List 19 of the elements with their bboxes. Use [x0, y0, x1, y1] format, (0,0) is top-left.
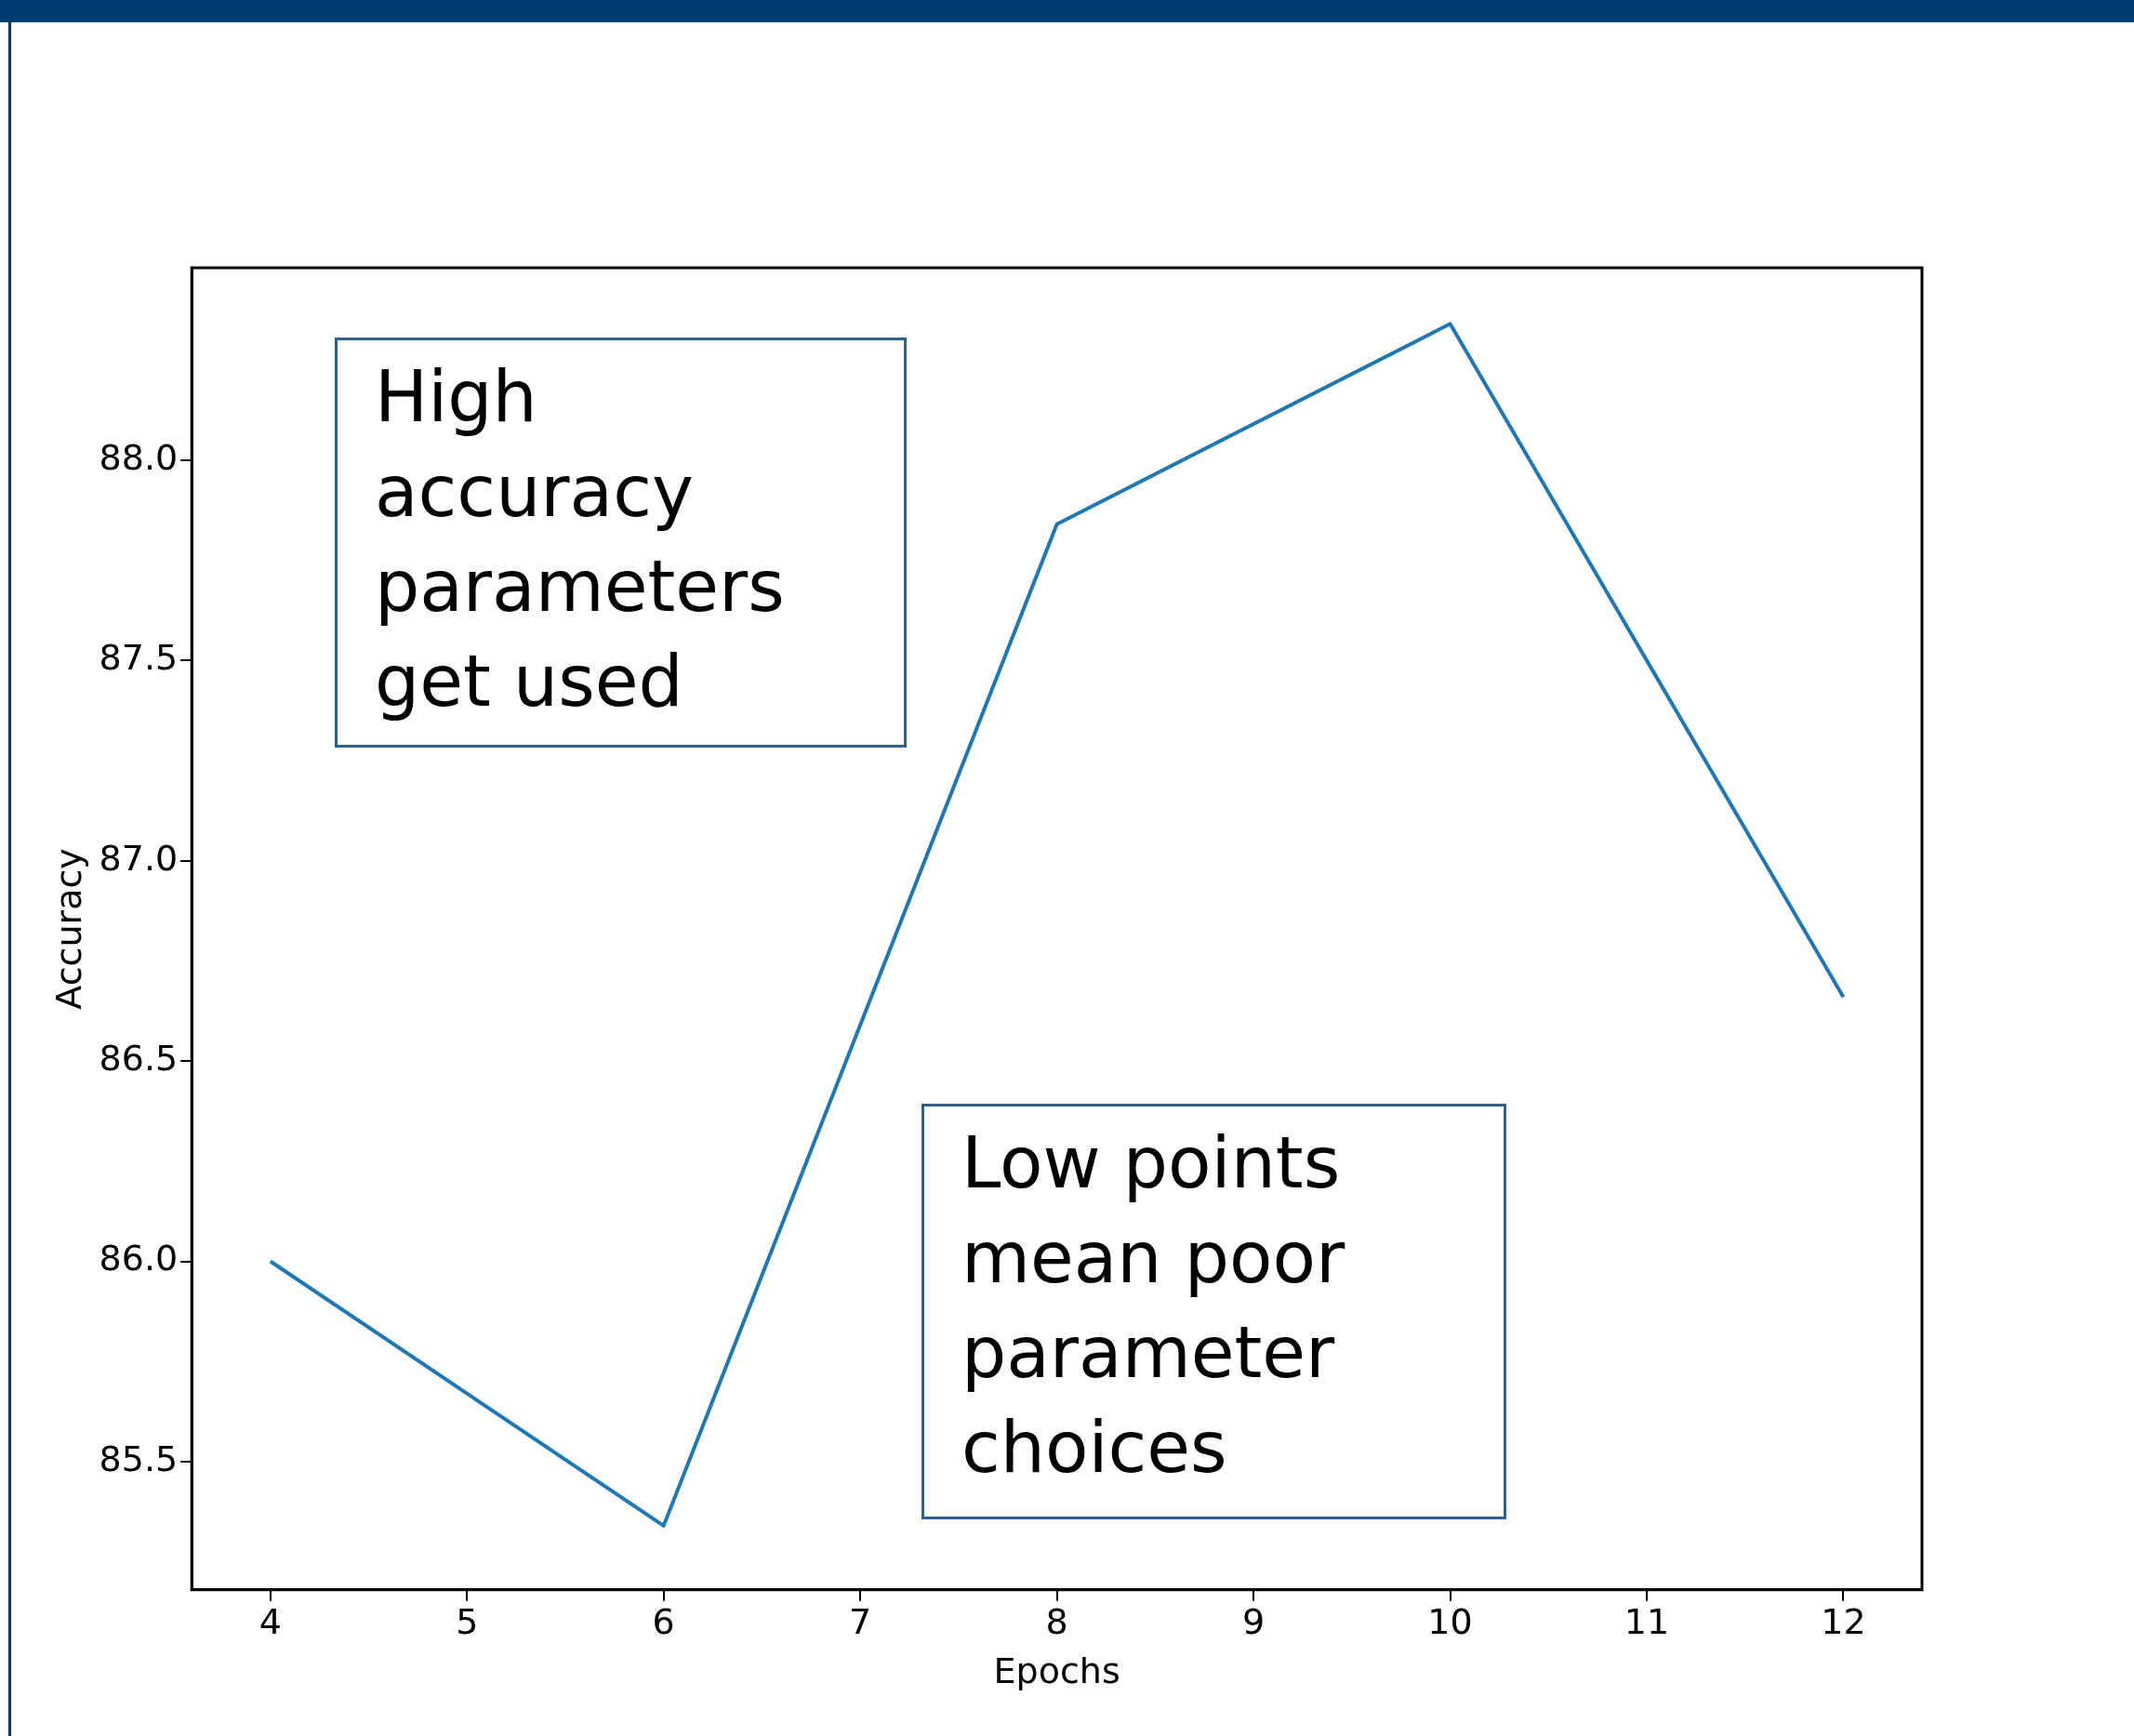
y-tick-label: 85.5 — [99, 1438, 179, 1479]
y-tick-label: 86.0 — [99, 1238, 179, 1279]
x-tick-label: 12 — [1821, 1601, 1866, 1643]
x-axis-title: Epochs — [993, 1650, 1120, 1692]
y-tick-label: 86.5 — [99, 1037, 179, 1079]
x-tick-label: 8 — [1045, 1601, 1068, 1643]
x-tick-label: 7 — [849, 1601, 872, 1643]
annotation: Low points mean poor parameter choices — [921, 1104, 1506, 1519]
y-axis-title: Accuracy — [47, 848, 89, 1010]
y-tick-label: 87.0 — [99, 837, 179, 879]
x-tick-label: 6 — [652, 1601, 675, 1643]
y-tick-label: 88.0 — [99, 436, 179, 478]
x-tick-label: 4 — [258, 1601, 282, 1643]
annotation: High accuracy parameters get used — [335, 338, 907, 748]
y-tick-label: 87.5 — [99, 637, 179, 679]
x-tick-label: 10 — [1427, 1601, 1473, 1643]
x-tick-label: 5 — [456, 1601, 479, 1643]
x-tick-label: 11 — [1624, 1601, 1670, 1643]
x-tick-label: 9 — [1241, 1601, 1266, 1643]
